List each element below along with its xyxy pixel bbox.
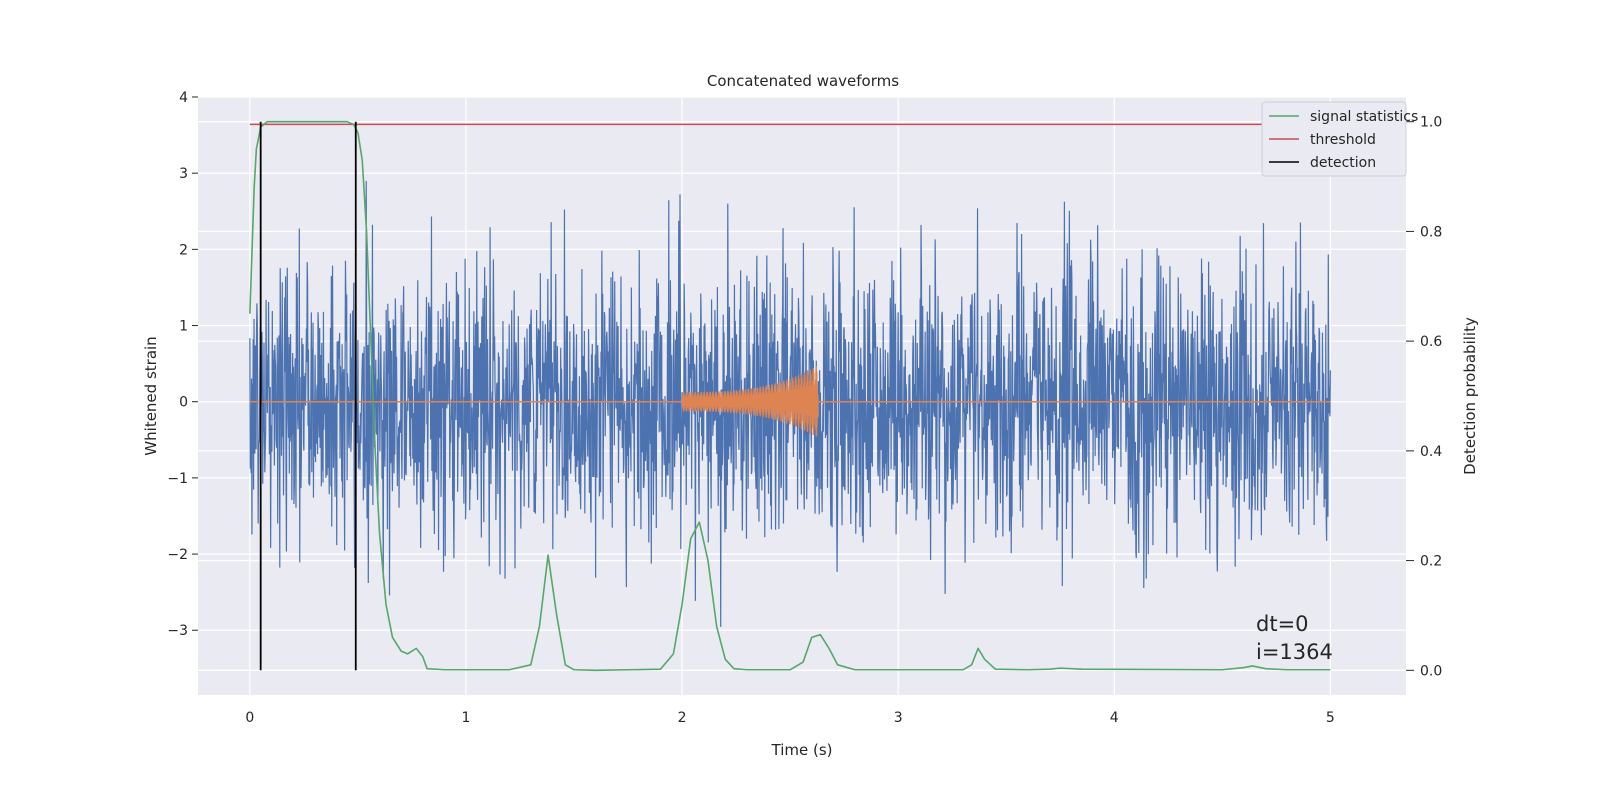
x-tick-label: 3 <box>894 710 903 726</box>
y2-tick-label: 0.2 <box>1420 554 1442 570</box>
y-tick-label: −2 <box>167 547 188 563</box>
injection-chirp-line <box>681 366 819 437</box>
x-axis-label: Time (s) <box>771 741 833 759</box>
y2-tick-label: 0.6 <box>1420 334 1442 350</box>
legend-label-threshold: threshold <box>1310 132 1376 148</box>
x-tick-label: 2 <box>678 710 687 726</box>
x-tick-label: 0 <box>245 710 254 726</box>
y2-tick-label: 0.0 <box>1420 663 1442 679</box>
y-tick-label: 1 <box>179 319 188 335</box>
legend-label-signal-statistics: signal statistics <box>1310 109 1418 125</box>
noise-series-line <box>249 180 1331 627</box>
chart-title: Concatenated waveforms <box>707 72 899 90</box>
y2-tick-label: 1.0 <box>1420 115 1442 131</box>
legend: signal statistics threshold detection <box>1261 101 1418 177</box>
legend-box <box>1261 101 1407 177</box>
y-tick-label: 3 <box>179 166 188 182</box>
y-tick-label: −3 <box>167 623 188 639</box>
y2-axis-label: Detection probability <box>1461 317 1479 475</box>
x-tick-label: 4 <box>1110 710 1119 726</box>
y-tick-label: 4 <box>179 90 188 106</box>
y2-tick-label: 0.4 <box>1420 444 1442 460</box>
annotation-dt: dt=0 <box>1256 612 1309 636</box>
legend-label-detection: detection <box>1310 155 1376 171</box>
data-layer <box>249 120 1331 672</box>
y-tick-label: 0 <box>179 395 188 411</box>
x-tick-label: 1 <box>462 710 471 726</box>
annotation-i: i=1364 <box>1256 640 1333 664</box>
y-tick-label: 2 <box>179 242 188 258</box>
y2-tick-label: 0.8 <box>1420 224 1442 240</box>
y-axis-label: Whitened strain <box>142 336 160 455</box>
y-tick-label: −1 <box>167 471 188 487</box>
x-tick-label: 5 <box>1326 710 1335 726</box>
tick-labels: 0 1 2 3 4 5 −3 −2 −1 0 1 2 3 4 0.0 0.2 0.4 0.6 0.8 1.0 <box>167 90 1442 726</box>
